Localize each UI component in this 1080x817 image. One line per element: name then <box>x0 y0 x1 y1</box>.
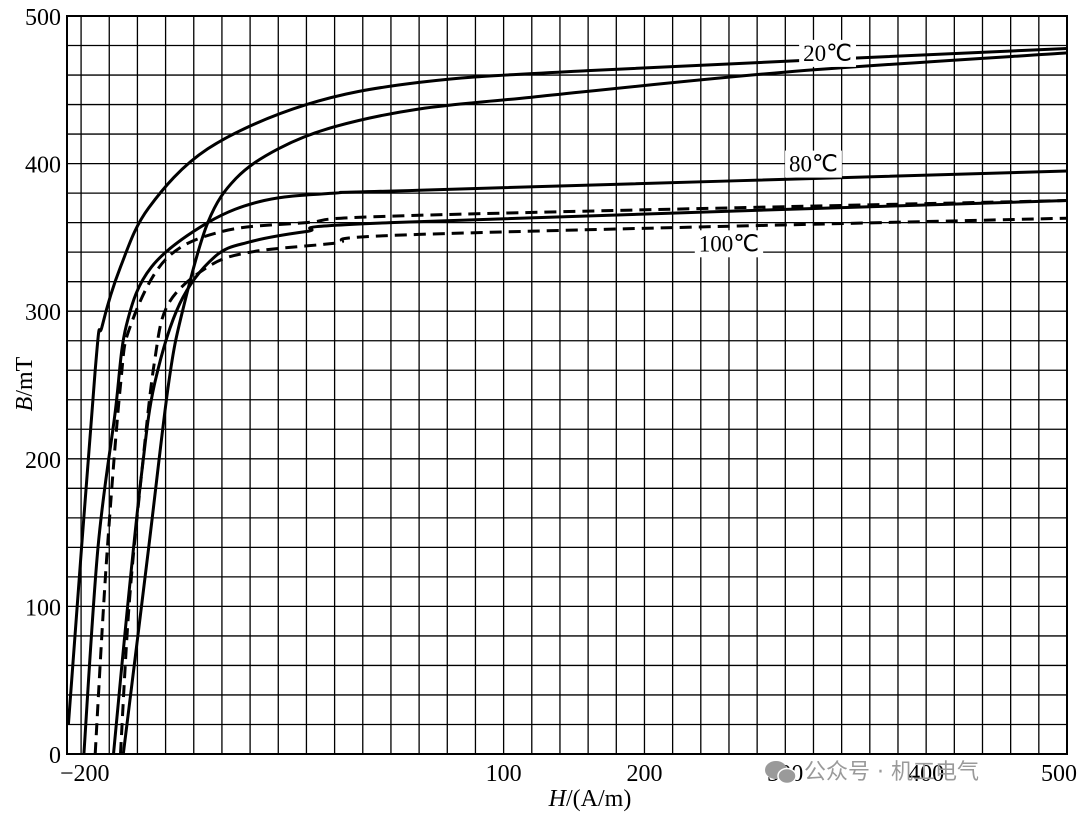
wechat-icon <box>765 761 797 785</box>
curve-label: 100℃ <box>699 231 759 256</box>
curve-label-group: 80℃ <box>785 150 842 178</box>
curve-100c-right <box>119 216 1068 755</box>
y-tick-label: 400 <box>25 153 61 179</box>
watermark: 公众号 · 机工电气 <box>765 760 979 785</box>
y-tick-label: 500 <box>25 5 61 31</box>
curve-20c-right <box>121 51 1068 755</box>
watermark-text: 公众号 · 机工电气 <box>804 760 979 785</box>
y-tick-label: 200 <box>25 448 61 474</box>
curve-100c-left <box>93 199 1068 755</box>
curve-80c-right <box>112 199 1068 755</box>
grid <box>67 16 1067 754</box>
curve-label-bg <box>799 39 856 67</box>
x-tick-label: −200 <box>60 761 110 787</box>
x-tick-label: 200 <box>626 761 662 787</box>
y-axis-var: B <box>12 396 38 411</box>
y-tick-labels: 0 100 200 300 400 500 <box>25 5 61 769</box>
curve-20c-left <box>66 47 1068 725</box>
y-axis-unit: /mT <box>12 356 38 396</box>
curve-label: 80℃ <box>789 152 838 177</box>
curve-label-group: 20℃ <box>799 39 856 67</box>
curve-label: 20℃ <box>803 41 852 66</box>
curve-labels: 20℃ 80℃ 100℃ <box>694 39 856 258</box>
y-tick-label: 300 <box>25 300 61 326</box>
series-group <box>66 47 1068 755</box>
x-axis-var: H <box>548 786 568 812</box>
y-tick-label: 0 <box>49 743 61 769</box>
y-axis-label: B/mT <box>12 356 38 411</box>
x-tick-label: 100 <box>486 761 522 787</box>
x-axis-unit: /(A/m) <box>566 786 631 812</box>
x-axis-label: H/(A/m) <box>548 786 632 812</box>
x-tick-label: 500 <box>1041 761 1077 787</box>
curve-label-group: 100℃ <box>694 230 764 258</box>
curve-80c-left <box>82 169 1068 755</box>
x-tick-label: 400 <box>908 761 944 787</box>
y-tick-label: 100 <box>25 595 61 621</box>
plot-frame <box>66 15 1068 755</box>
curve-label-bg <box>694 230 764 258</box>
curve-label-bg <box>785 150 842 178</box>
